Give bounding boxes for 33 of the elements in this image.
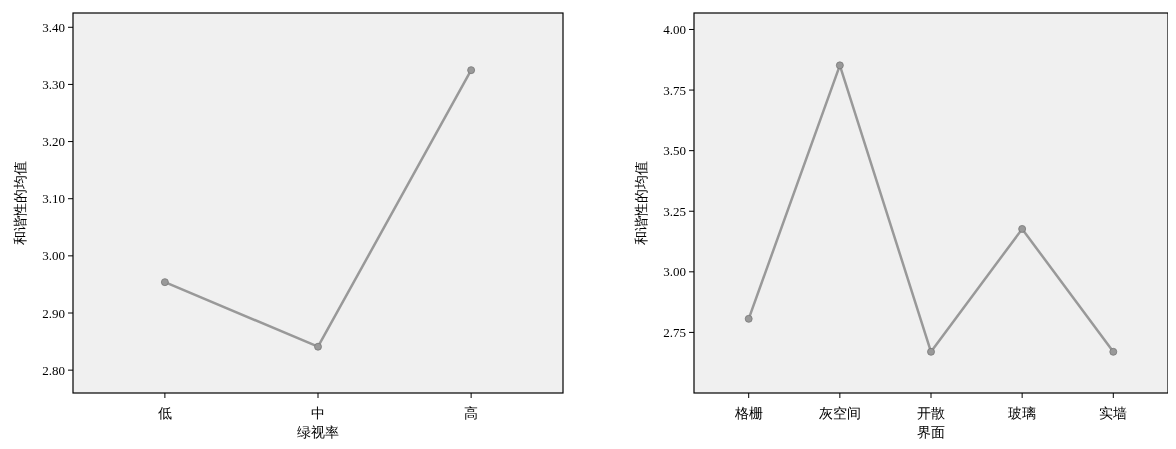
y-tick-label: 3.00 <box>42 248 65 264</box>
point <box>835 61 844 70</box>
x-tick-label: 中 <box>311 405 325 421</box>
x-tick-label: 低 <box>157 405 172 421</box>
point <box>160 278 169 287</box>
x-tick-label: 灰空间 <box>818 405 861 421</box>
x-tick-label: 高 <box>464 405 479 421</box>
point <box>744 314 753 323</box>
point <box>314 342 322 351</box>
y-axis-title: 和谐性的均值 <box>12 161 28 245</box>
x-tick-label: 实墙 <box>1099 405 1128 421</box>
y-tick-label: 3.30 <box>42 76 65 92</box>
y-tick-label: 3.50 <box>663 143 686 159</box>
y-tick-label: 4.00 <box>663 22 686 38</box>
point <box>1018 225 1027 233</box>
y-tick-label: 3.40 <box>42 19 65 35</box>
x-tick-label: 开散 <box>917 405 945 421</box>
point <box>467 66 476 75</box>
y-tick-label: 3.00 <box>663 264 686 280</box>
y-tick-label: 3.25 <box>663 203 686 219</box>
y-tick-label: 3.20 <box>42 134 65 150</box>
point <box>927 347 935 356</box>
y-tick-label: 3.75 <box>663 82 686 98</box>
y-tick-label: 2.90 <box>42 305 65 321</box>
x-axis-title: 绿视率 <box>297 424 339 440</box>
y-tick-label: 2.75 <box>663 324 686 340</box>
point <box>1109 347 1118 356</box>
y-axis-title: 和谐性的均值 <box>633 161 649 245</box>
y-tick-label: 2.80 <box>42 362 65 378</box>
x-axis-title: 界面 <box>917 424 945 440</box>
y-tick-label: 3.10 <box>42 191 65 207</box>
x-tick-label: 格栅 <box>733 405 763 421</box>
x-tick-label: 玻璃 <box>1008 405 1037 421</box>
